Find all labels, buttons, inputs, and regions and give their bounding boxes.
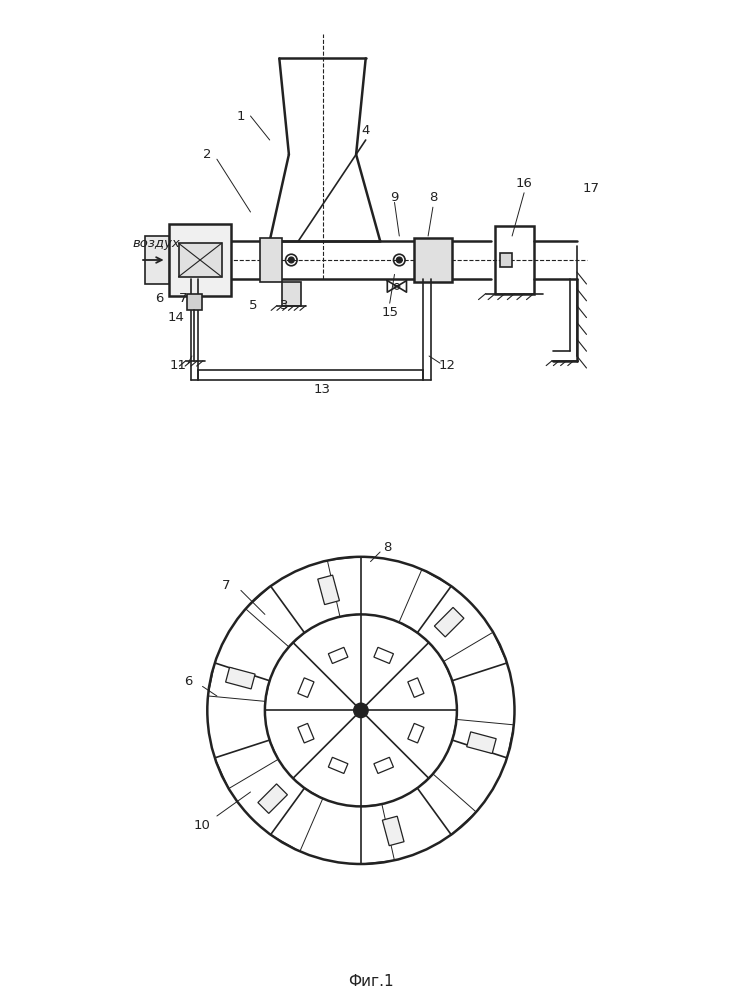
Polygon shape bbox=[298, 678, 314, 697]
Circle shape bbox=[288, 257, 294, 263]
Bar bbox=[413, 238, 452, 282]
Polygon shape bbox=[298, 723, 314, 743]
Text: 5: 5 bbox=[249, 299, 257, 312]
Text: 3: 3 bbox=[280, 299, 288, 312]
Polygon shape bbox=[408, 678, 424, 697]
Polygon shape bbox=[382, 816, 404, 846]
Polygon shape bbox=[408, 723, 424, 743]
Polygon shape bbox=[225, 667, 255, 689]
Bar bbox=[179, 243, 222, 277]
Polygon shape bbox=[467, 732, 496, 754]
Polygon shape bbox=[328, 647, 348, 664]
Text: 10: 10 bbox=[194, 819, 211, 832]
Text: 8: 8 bbox=[383, 541, 391, 554]
Text: 4: 4 bbox=[362, 124, 370, 137]
Text: 11: 11 bbox=[170, 359, 187, 372]
Polygon shape bbox=[318, 575, 339, 605]
Text: 17: 17 bbox=[583, 182, 599, 194]
Text: 2: 2 bbox=[203, 148, 211, 161]
Text: 7: 7 bbox=[179, 292, 187, 305]
Text: 13: 13 bbox=[314, 383, 331, 396]
Polygon shape bbox=[374, 757, 393, 773]
Polygon shape bbox=[374, 647, 393, 664]
Text: 14: 14 bbox=[167, 311, 185, 324]
Bar bbox=[145, 236, 169, 284]
Text: 8: 8 bbox=[429, 191, 437, 204]
Bar bbox=[187, 294, 202, 310]
Text: 6: 6 bbox=[184, 675, 192, 688]
Circle shape bbox=[353, 703, 368, 718]
Bar bbox=[169, 224, 231, 296]
Text: 7: 7 bbox=[222, 579, 230, 592]
Text: 9: 9 bbox=[391, 191, 399, 204]
Bar bbox=[282, 282, 301, 306]
Text: 12: 12 bbox=[439, 359, 456, 372]
Text: Фиг.1: Фиг.1 bbox=[348, 974, 393, 990]
Text: 15: 15 bbox=[381, 306, 398, 319]
Bar bbox=[495, 226, 534, 294]
Polygon shape bbox=[328, 757, 348, 773]
Bar bbox=[500, 253, 512, 267]
Polygon shape bbox=[258, 784, 288, 813]
Text: 16: 16 bbox=[516, 177, 533, 190]
Text: 1: 1 bbox=[236, 109, 245, 122]
Bar bbox=[260, 238, 282, 282]
Circle shape bbox=[396, 257, 402, 263]
Text: 6: 6 bbox=[155, 292, 164, 305]
Text: воздух: воздух bbox=[133, 237, 181, 250]
Polygon shape bbox=[434, 607, 464, 637]
